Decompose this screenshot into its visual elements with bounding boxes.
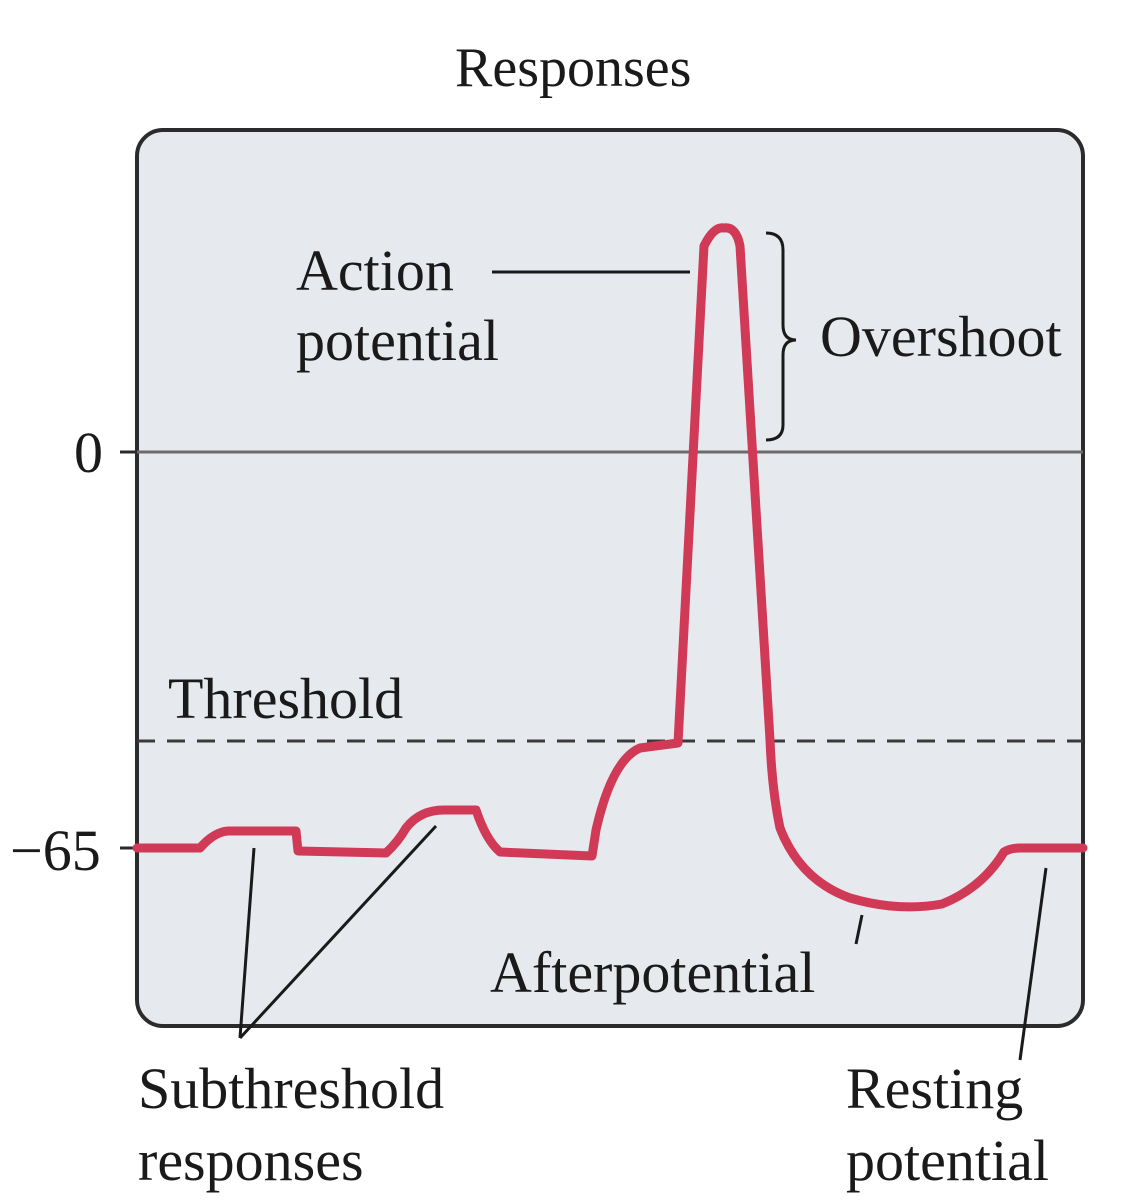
overshoot-label: Overshoot [820,304,1062,369]
action-potential-label-line2: potential [296,308,499,373]
resting-potential-leader [1018,867,1048,1061]
y-tick-label-rest: −65 [10,818,101,883]
threshold-label: Threshold [168,666,404,731]
subthreshold-leader-2 [238,824,438,1040]
afterpotential-label: Afterpotential [490,940,816,1005]
y-tick-label-zero: 0 [74,420,103,485]
afterpotential-leader [854,914,864,945]
membrane-potential-trace [132,223,1088,912]
subthreshold-label-line2: responses [138,1128,364,1193]
overshoot-brace [765,231,797,442]
figure-title: Responses [455,37,692,99]
resting-potential-label-line1: Resting [846,1056,1024,1121]
resting-potential-label-line2: potential [846,1128,1049,1193]
plot-panel [135,128,1085,1028]
action-potential-label-line1: Action [296,238,454,303]
subthreshold-leader-1 [238,847,256,1039]
subthreshold-label-line1: Subthreshold [138,1056,445,1121]
